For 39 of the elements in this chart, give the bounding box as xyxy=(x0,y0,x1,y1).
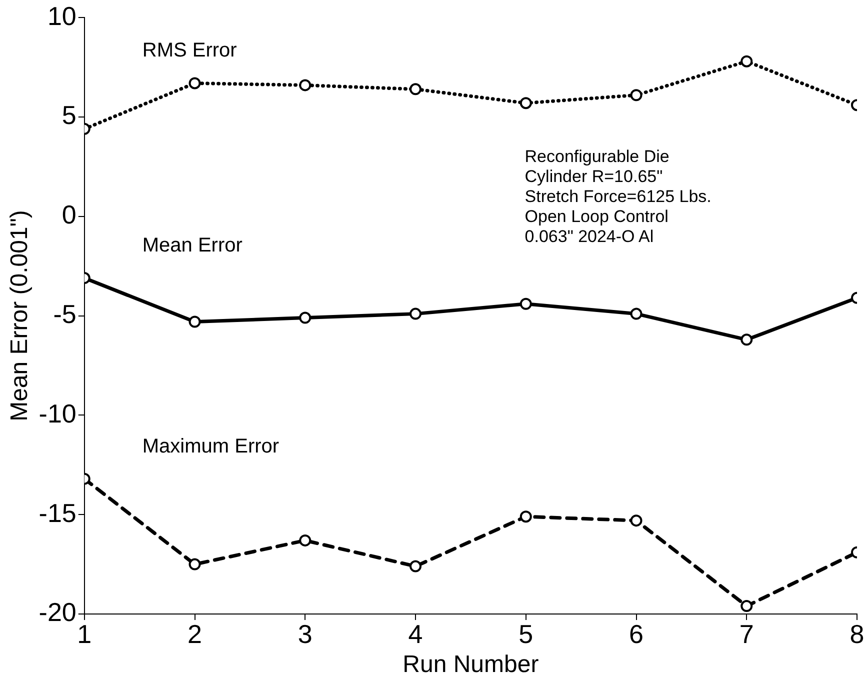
y-tick-label: 10 xyxy=(47,0,76,31)
y-tick-label: -10 xyxy=(38,398,76,428)
point xyxy=(299,79,312,92)
annotation: Reconfigurable Die Cylinder R=10.65" Stretch Force=6125 Lbs. Open Loop Control 0.063" 2024-O Al xyxy=(524,146,712,246)
y-tick-label: -20 xyxy=(38,597,76,628)
point xyxy=(410,83,422,96)
point xyxy=(740,600,753,612)
point xyxy=(740,334,753,346)
point xyxy=(520,298,532,310)
y-axis-title: Mean Error (0.001") xyxy=(6,210,34,422)
x-tick-label: 3 xyxy=(298,618,312,649)
x-tick-label: 5 xyxy=(518,618,534,649)
point xyxy=(188,77,201,90)
x-tick-label: 7 xyxy=(739,618,754,649)
point xyxy=(520,97,532,110)
x-axis-title: Run Number xyxy=(402,651,539,678)
text: Mean Error xyxy=(142,234,243,257)
text: Maximum Error xyxy=(142,435,280,458)
point xyxy=(630,514,642,527)
y-tick-label: 5 xyxy=(62,100,76,130)
x-tick-label: 6 xyxy=(629,618,644,649)
point xyxy=(410,560,422,572)
y-tick-label: -5 xyxy=(53,298,76,329)
x-tick-label: 1 xyxy=(77,618,92,649)
x-tick-label: 8 xyxy=(850,618,864,649)
point xyxy=(188,316,201,328)
point xyxy=(410,308,422,320)
x-tick-label: 2 xyxy=(188,618,202,649)
point xyxy=(188,558,201,570)
point xyxy=(630,308,642,320)
point xyxy=(630,89,642,102)
point xyxy=(299,534,312,546)
point xyxy=(520,510,532,523)
point xyxy=(740,55,753,68)
point xyxy=(299,312,312,324)
x-tick-label: 4 xyxy=(408,618,423,649)
y-tick-label: 0 xyxy=(62,200,76,230)
series-label: RMS Error xyxy=(142,40,238,62)
y-tick-label: -15 xyxy=(38,498,76,528)
